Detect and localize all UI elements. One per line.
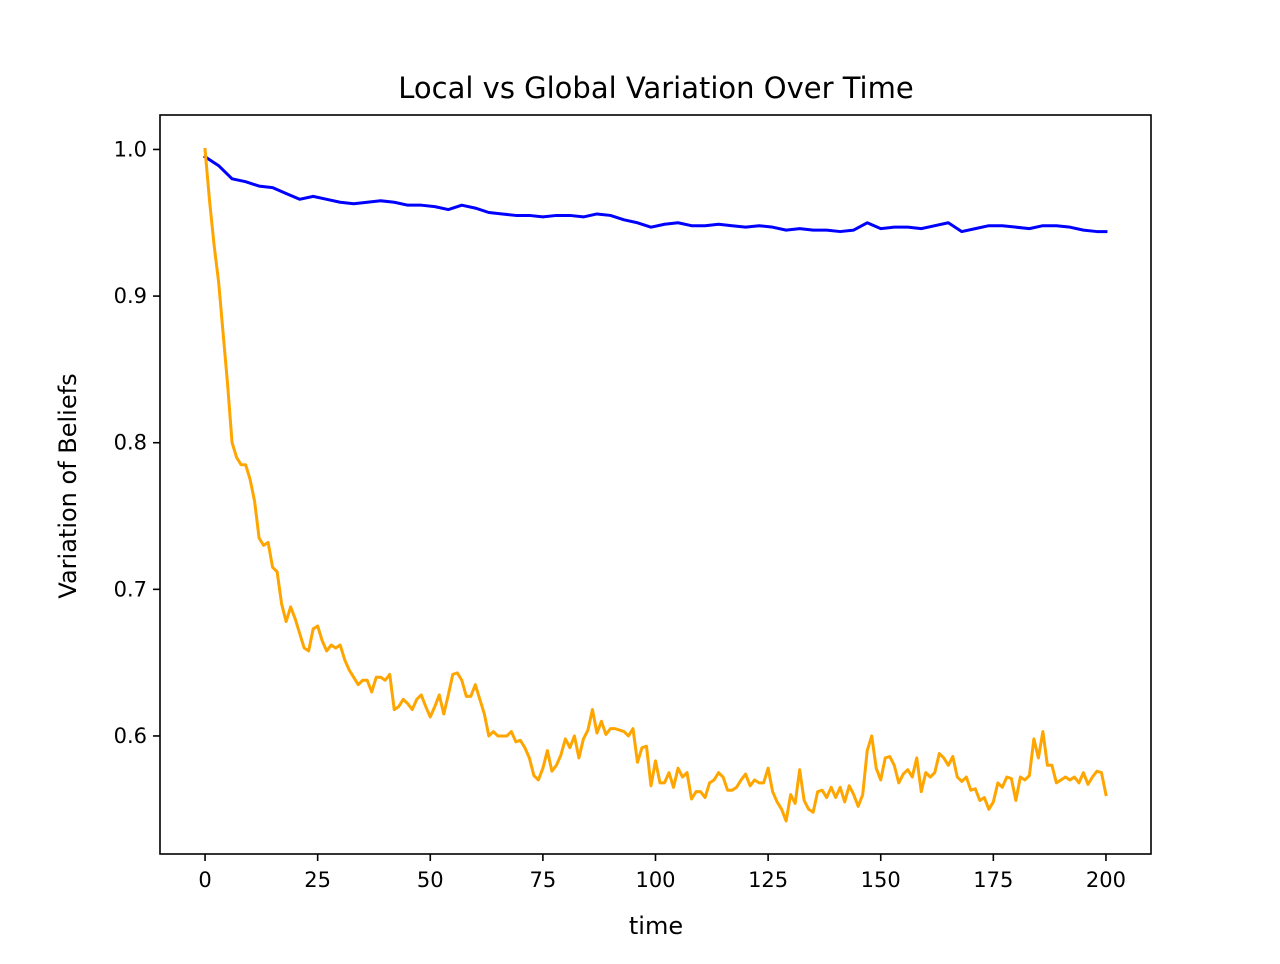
y-tick-label: 0.6 <box>114 724 147 748</box>
x-axis-label: time <box>629 912 683 940</box>
x-axis: 0 25 50 75 100 125 150 175 200 <box>198 854 1126 892</box>
chart-title: Local vs Global Variation Over Time <box>398 71 913 105</box>
series-line-2 <box>203 147 1108 823</box>
series-line-1 <box>202 154 1108 234</box>
y-tick-label: 0.9 <box>114 284 147 308</box>
x-tick-label: 50 <box>417 868 444 892</box>
x-tick-label: 100 <box>635 868 675 892</box>
x-tick-label: 175 <box>973 868 1013 892</box>
x-tick-label: 0 <box>198 868 211 892</box>
x-tick-label: 150 <box>861 868 901 892</box>
y-axis-label: Variation of Beliefs <box>54 373 82 598</box>
x-tick-label: 25 <box>304 868 331 892</box>
x-tick-label: 125 <box>748 868 788 892</box>
series-layer <box>202 147 1108 823</box>
x-tick-label: 75 <box>530 868 557 892</box>
y-tick-label: 0.7 <box>114 577 147 601</box>
y-axis: 0.6 0.7 0.8 0.9 1.0 <box>114 137 160 748</box>
y-tick-label: 0.8 <box>114 431 147 455</box>
y-tick-label: 1.0 <box>114 137 147 161</box>
x-tick-label: 200 <box>1086 868 1126 892</box>
